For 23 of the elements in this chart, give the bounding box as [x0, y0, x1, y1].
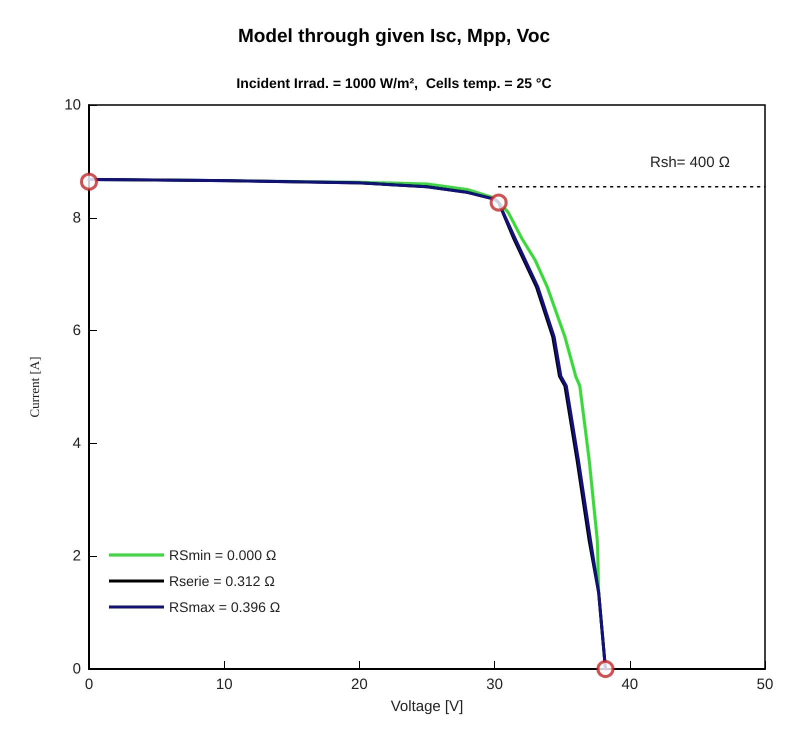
- legend-label: RSmax = 0.396 Ω: [169, 599, 280, 615]
- y-tick-label: 6: [72, 322, 81, 340]
- legend-label: Rserie = 0.312 Ω: [169, 573, 275, 589]
- y-tick-label: 10: [64, 96, 81, 114]
- x-tick-label: 0: [84, 676, 94, 693]
- x-axis-title: Voltage [V]: [390, 698, 464, 715]
- x-tick-label: 50: [756, 676, 774, 693]
- y-tick-label: 4: [72, 434, 81, 452]
- x-tick-label: 40: [621, 676, 638, 693]
- x-tick-label: 20: [351, 676, 368, 693]
- x-tick-label: 10: [216, 676, 233, 693]
- chart-title: Model through given Isc, Mpp, Voc: [238, 26, 550, 47]
- x-tick-label: 30: [486, 676, 503, 693]
- y-tick-label: 8: [72, 209, 81, 226]
- chart-subtitle: Incident Irrad. = 1000 W/m², Cells temp. = 25 °C: [236, 75, 552, 91]
- point: [596, 660, 614, 678]
- point: [80, 172, 98, 191]
- y-tick-label: 2: [72, 548, 81, 565]
- y-tick-label: 0: [72, 660, 81, 678]
- y-axis-title: Current [A]: [27, 356, 42, 418]
- annotation: Rsh= 400 Ω: [650, 154, 730, 171]
- point: [490, 194, 508, 212]
- legend-label: RSmin = 0.000 Ω: [169, 547, 276, 563]
